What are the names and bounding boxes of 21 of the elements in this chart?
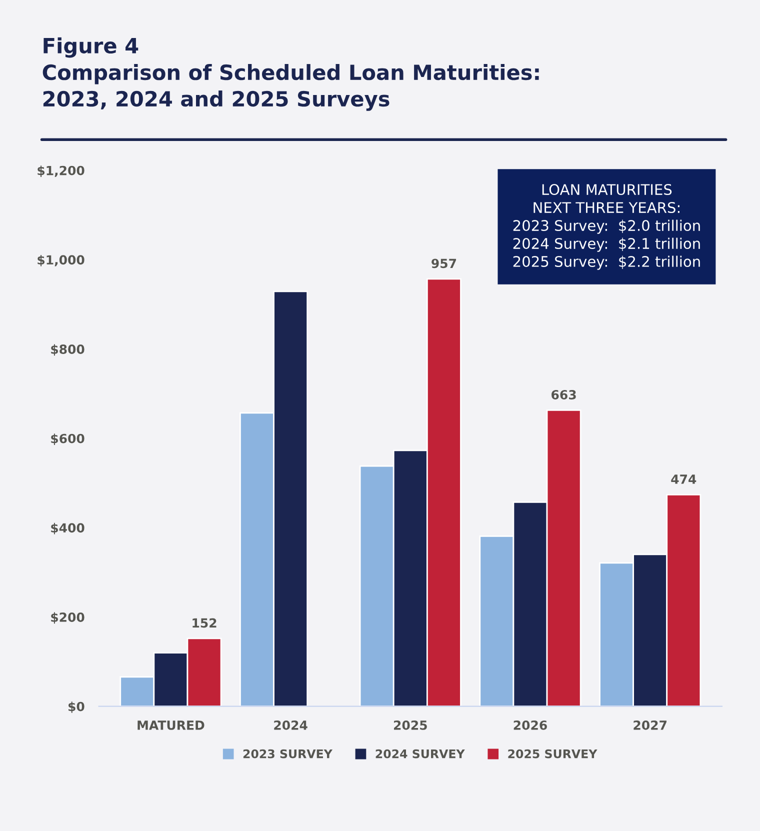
x-tick-label: 2024	[274, 720, 308, 730]
legend-label: 2023 SURVEY	[243, 749, 333, 758]
x-tick-label: 2026	[514, 720, 547, 730]
y-tick-label: $200	[51, 612, 84, 624]
legend-label: 2024 SURVEY	[376, 749, 465, 758]
y-tick-label: $0	[68, 702, 84, 713]
data-label: 474	[671, 474, 696, 484]
data-label: 663	[552, 390, 576, 400]
y-tick-label: $1,000	[38, 254, 84, 266]
x-tick-label: 2025	[394, 720, 427, 730]
chart-title: Figure 4 Comparison of Scheduled Loan Maturities: 2023, 2024 and 2025 Surveys	[42, 37, 539, 111]
legend-label: 2025 SURVEY	[508, 749, 598, 758]
x-tick-label: MATURED	[138, 720, 204, 730]
annotation: LOAN MATURITIES NEXT THREE YEARS: 2023 Survey: $2.0 trillion 2024 Survey: $2.1 trillion 2025 Survey: $2.2 trillion	[513, 184, 700, 270]
y-tick-label: $400	[51, 522, 84, 534]
x-tick-label: 2027	[634, 720, 666, 730]
y-tick-label: $800	[51, 344, 84, 356]
y-tick-label: $600	[51, 434, 84, 445]
data-label: 957	[432, 258, 456, 268]
data-label: 152	[192, 618, 216, 628]
y-tick-label: $1,200	[38, 166, 84, 177]
